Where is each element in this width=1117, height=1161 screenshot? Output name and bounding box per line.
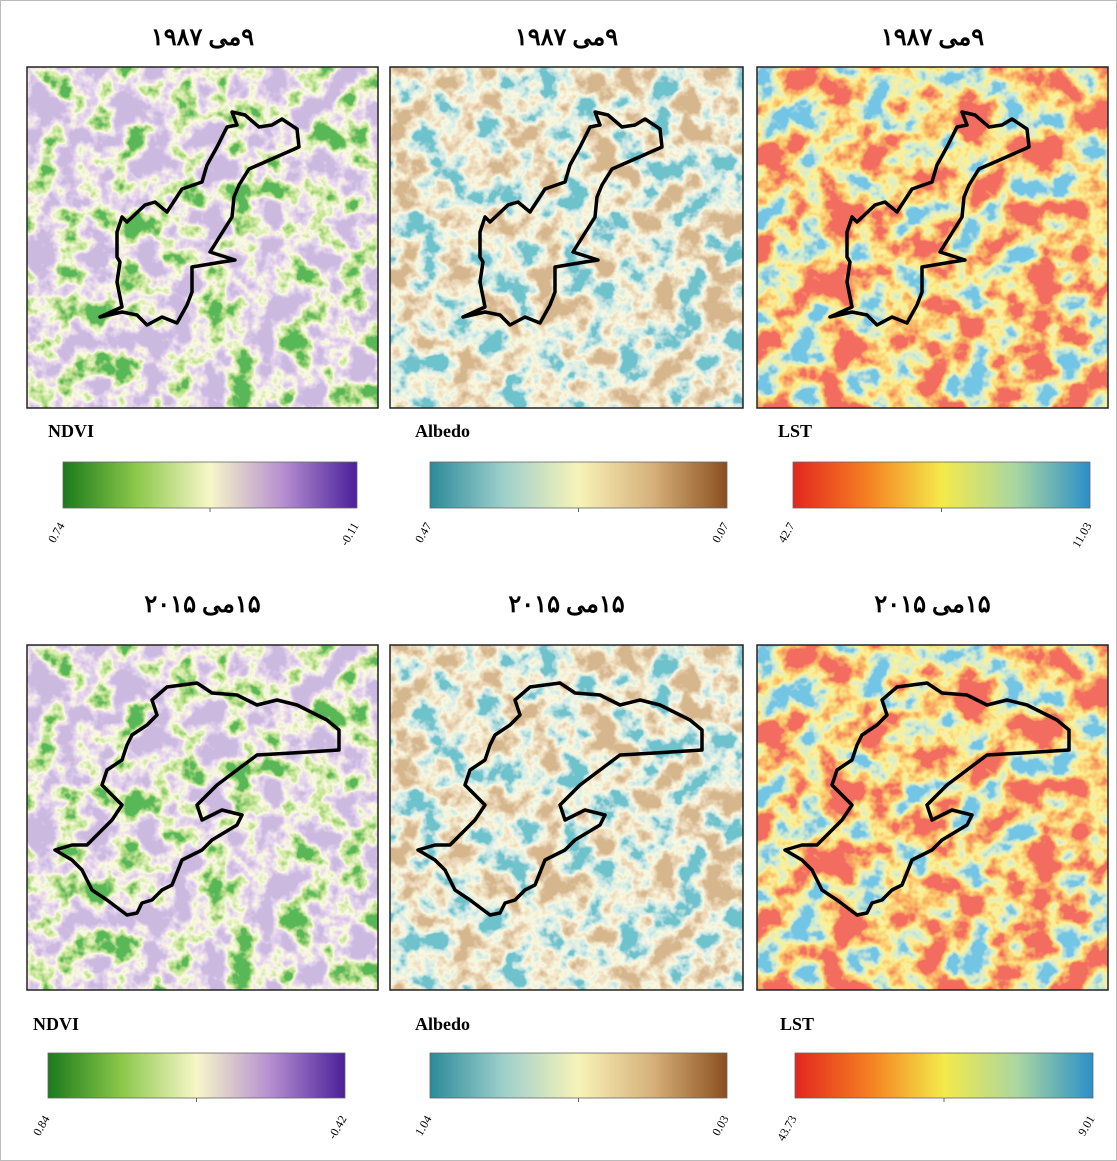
city-boundary <box>783 681 1071 917</box>
city-boundary <box>53 681 341 917</box>
map-border <box>26 66 379 409</box>
map-border <box>756 66 1109 409</box>
legend-end-label: -0.11 <box>337 520 361 548</box>
legend-end-label: 0.03 <box>709 1113 732 1138</box>
map <box>756 644 1109 991</box>
panel: ۱۵می ۲۰۱۵ Albedo 1.04 0.03 <box>389 592 744 1138</box>
legend-label: Albedo <box>415 1014 470 1034</box>
legend-label: NDVI <box>48 421 94 441</box>
map-border <box>756 644 1109 991</box>
city-boundary <box>461 110 664 327</box>
panel-title: ۹می ۱۹۸۷ <box>881 25 984 51</box>
panel: ۹می ۱۹۸۷ Albedo 0.47 0.07 <box>389 25 744 545</box>
map-raster <box>27 67 378 408</box>
map-border <box>389 66 744 409</box>
map <box>756 66 1109 409</box>
map-border <box>389 644 744 991</box>
legend-start-label: 43.73 <box>774 1113 800 1143</box>
map-raster <box>390 67 743 408</box>
panel-title: ۹می ۱۹۸۷ <box>151 25 254 51</box>
legend-end-label: 11.03 <box>1069 520 1094 550</box>
legend-start-label: 0.47 <box>412 520 435 545</box>
panel-title: ۹می ۱۹۸۷ <box>515 25 618 51</box>
legend-bar <box>47 1052 346 1099</box>
panel: ۹می ۱۹۸۷ LST 42.7 11.03 <box>756 25 1109 550</box>
map-border <box>26 644 379 991</box>
legend-start-label: 0.84 <box>30 1113 53 1138</box>
panel-title: ۱۵می ۲۰۱۵ <box>508 592 624 618</box>
map-raster <box>757 67 1108 408</box>
panel: ۱۵می ۲۰۱۵ LST 43.73 9.01 <box>756 592 1109 1143</box>
panel-title: ۱۵می ۲۰۱۵ <box>874 592 990 618</box>
legend-end-label: -0.42 <box>325 1113 350 1142</box>
legend-bar <box>429 461 728 509</box>
legend-label: Albedo <box>415 421 470 441</box>
legend-bar <box>792 461 1091 509</box>
city-boundary <box>828 110 1031 327</box>
map <box>389 644 744 991</box>
map <box>26 644 379 991</box>
legend-start-label: 1.04 <box>412 1113 435 1138</box>
panel: ۹می ۱۹۸۷ NDVI 0.74 -0.11 <box>26 25 379 548</box>
legend-bar <box>794 1052 1094 1099</box>
city-boundary <box>416 681 704 917</box>
legend-label: NDVI <box>33 1014 79 1034</box>
legend-bar <box>429 1052 728 1099</box>
map <box>26 66 379 409</box>
city-boundary <box>98 110 301 327</box>
panel-title: ۱۵می ۲۰۱۵ <box>144 592 260 618</box>
legend-end-label: 9.01 <box>1075 1113 1098 1138</box>
panel: ۱۵می ۲۰۱۵ NDVI 0.84 -0.42 <box>26 592 379 1142</box>
map <box>389 66 744 409</box>
legend-start-label: 0.74 <box>45 520 68 545</box>
legend-start-label: 42.7 <box>775 520 798 545</box>
legend-bar <box>62 461 358 509</box>
legend-label: LST <box>780 1014 814 1034</box>
legend-end-label: 0.07 <box>709 520 732 545</box>
legend-label: LST <box>778 421 812 441</box>
